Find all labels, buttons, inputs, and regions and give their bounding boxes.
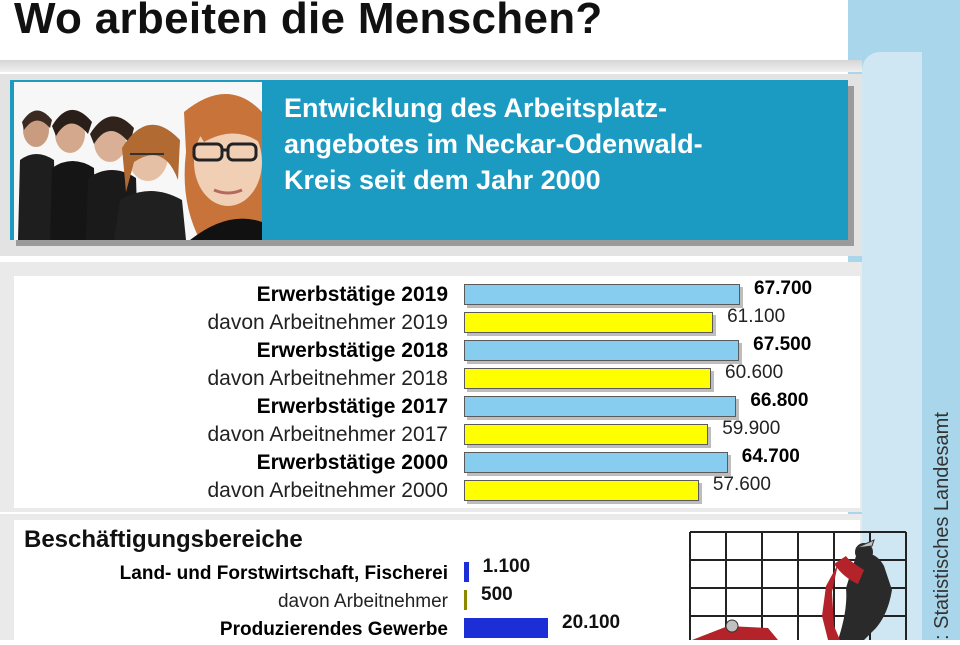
- bar-value-label: 1.100: [482, 556, 531, 577]
- bar-label: davon Arbeitnehmer 2018: [207, 367, 448, 390]
- bar-value-label: 20.100: [562, 612, 621, 633]
- bar-value-label: 67.700: [754, 278, 813, 299]
- title-divider: [0, 60, 862, 72]
- people-photo: [14, 82, 262, 240]
- bar-label: Erwerbstätige 2019: [256, 283, 448, 306]
- bar-label: Erwerbstätige 2000: [256, 451, 448, 474]
- source-note: : Statistisches Landesamt: [931, 412, 953, 640]
- bar: [464, 312, 714, 333]
- bar-label: Erwerbstätige 2017: [256, 395, 448, 418]
- bar-label: davon Arbeitnehmer 2017: [207, 423, 448, 446]
- bar: [464, 452, 728, 473]
- bar-value-label: 64.700: [741, 446, 800, 467]
- subtitle: Entwicklung des Arbeitsplatz- angebotes …: [284, 93, 703, 195]
- bar-value-label: 66.800: [750, 390, 809, 411]
- bar: [464, 618, 548, 638]
- bar: [464, 284, 740, 305]
- bar-value-label: 59.900: [722, 418, 781, 439]
- bar-label: davon Arbeitnehmer: [277, 591, 448, 612]
- bar: [464, 590, 467, 610]
- worker-figure: [692, 539, 892, 640]
- sectors-panel-inner: [14, 520, 860, 640]
- bar-value-label: 67.500: [753, 334, 812, 355]
- bar-label: Erwerbstätige 2018: [256, 339, 448, 362]
- bar: [464, 340, 740, 361]
- person-front: [184, 94, 262, 240]
- bar: [464, 562, 469, 582]
- bar-label: Produzierendes Gewerbe: [219, 619, 448, 640]
- bar-label: Land- und Forstwirtschaft, Fischerei: [119, 563, 448, 584]
- bar-value-label: 61.100: [727, 306, 786, 327]
- bar-label: davon Arbeitnehmer 2000: [207, 479, 448, 502]
- bar-label: davon Arbeitnehmer 2019: [207, 311, 448, 334]
- person-silhouette-3: [86, 116, 138, 240]
- bar-value-label: 57.600: [712, 474, 771, 495]
- bar: [464, 424, 709, 445]
- person-silhouette-1: [18, 110, 56, 240]
- worker-illustration: [688, 530, 908, 640]
- page-title: Wo arbeiten die Menschen?: [14, 0, 603, 43]
- bar: [464, 368, 712, 389]
- bar-value-label: 60.600: [725, 362, 784, 383]
- person-silhouette-4: [114, 124, 186, 240]
- person-silhouette-2: [50, 109, 96, 240]
- bar: [464, 480, 699, 501]
- sectors-heading: Beschäftigungsbereiche: [24, 526, 303, 553]
- bar: [464, 396, 737, 417]
- bar-value-label: 500: [481, 584, 513, 605]
